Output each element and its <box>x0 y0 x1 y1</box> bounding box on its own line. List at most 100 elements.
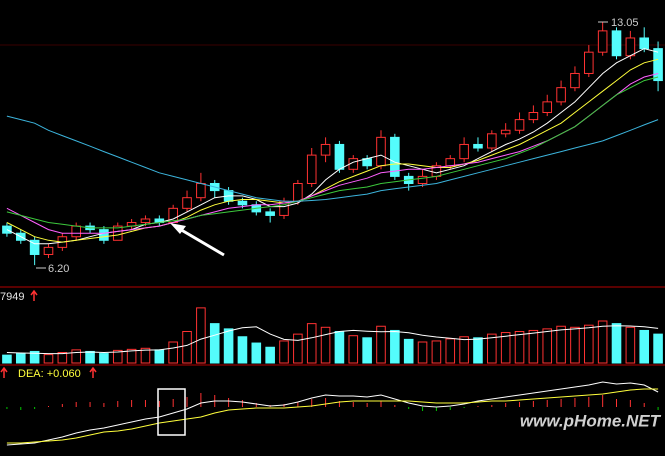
candle-body <box>514 119 525 131</box>
candle-body <box>528 112 539 121</box>
volume-bar <box>417 341 428 364</box>
volume-bar <box>251 342 262 364</box>
volume-bar <box>584 324 594 364</box>
candle-body <box>293 182 303 202</box>
candle-body <box>445 158 456 167</box>
candle-body <box>140 218 151 224</box>
indicator-line <box>6 381 659 446</box>
candle-body <box>417 175 428 184</box>
volume-bar <box>528 329 539 364</box>
candle-body <box>265 211 275 216</box>
volume-bar <box>293 333 303 364</box>
candle-body <box>334 143 345 170</box>
volume-bar <box>196 307 206 364</box>
volume-bar <box>223 328 234 364</box>
high-label: 13.05 <box>611 17 639 29</box>
volume-bar <box>320 326 331 364</box>
pointer-arrow <box>177 226 225 257</box>
up-arrow-icon <box>89 366 97 378</box>
volume-bar <box>126 348 137 364</box>
volume-bar <box>71 349 81 364</box>
candle-body <box>584 51 594 74</box>
candle-body <box>182 197 192 209</box>
candle-body <box>542 101 553 114</box>
volume-bar <box>112 349 123 364</box>
volume-bar <box>85 350 95 364</box>
volume-bar <box>611 323 622 364</box>
volume-bar <box>265 346 275 364</box>
indicator-line <box>6 115 659 202</box>
candle-body <box>570 72 580 89</box>
candle-body <box>625 37 636 57</box>
candle-body <box>306 154 317 184</box>
volume-bar <box>390 329 400 364</box>
candle-body <box>597 30 608 53</box>
volume-bar <box>445 338 456 364</box>
volume-bar <box>306 323 317 364</box>
indicator-line <box>6 76 659 229</box>
candle-body <box>653 48 663 82</box>
volume-bar <box>570 326 580 364</box>
volume-bar <box>29 350 40 364</box>
volume-bar <box>487 333 497 364</box>
volume-bar <box>653 333 663 364</box>
candle-body <box>500 129 511 135</box>
candle-body <box>556 87 566 103</box>
candle-body <box>473 143 483 149</box>
volume-bar <box>168 341 178 364</box>
marks <box>2 22 663 446</box>
low-label: 6.20 <box>48 263 69 275</box>
candle-body <box>487 133 497 149</box>
up-arrow-icon <box>0 366 8 378</box>
volume-bar <box>209 323 220 364</box>
indicator-line <box>6 388 659 444</box>
watermark: www.pHome.NET <box>520 411 662 430</box>
pointer-arrowhead <box>170 223 186 234</box>
candle-body <box>459 143 469 160</box>
volume-bar <box>597 320 608 364</box>
volume-bar <box>15 353 26 364</box>
volume-bar <box>57 352 68 364</box>
volume-bar <box>639 329 650 364</box>
candle-body <box>611 30 622 57</box>
candle-body <box>390 136 400 177</box>
candle-body <box>71 225 81 238</box>
candle-body <box>112 225 123 241</box>
volume-bar <box>43 354 54 364</box>
macd-label: DEA: +0.060 <box>18 368 81 380</box>
volume-bar <box>154 349 165 364</box>
candle-body <box>196 182 206 199</box>
volume-bar <box>99 353 109 364</box>
volume-bar <box>362 337 372 364</box>
up-arrow-icon <box>30 289 38 301</box>
candle-body <box>237 200 248 206</box>
highlight-box <box>157 388 186 436</box>
candle-body <box>320 143 331 156</box>
volume-bar <box>182 331 192 364</box>
volume-label: 7949 <box>0 291 24 303</box>
volume-bar <box>279 340 289 364</box>
volume-bar <box>625 326 636 364</box>
candle-body <box>376 136 386 167</box>
candle-body <box>99 229 109 241</box>
volume-bar <box>403 338 414 364</box>
volume-bar <box>237 336 248 364</box>
volume-bar <box>334 331 345 364</box>
candle-body <box>29 239 40 255</box>
indicator-line <box>6 325 659 355</box>
volume-bar <box>473 337 483 364</box>
volume-bar <box>556 325 566 364</box>
volume-bar <box>140 347 151 364</box>
indicator-line <box>6 58 659 243</box>
candle-body <box>43 246 54 255</box>
volume-bar <box>431 340 442 364</box>
candle-body <box>639 37 650 50</box>
volume-bar <box>2 354 12 364</box>
volume-bar <box>376 325 386 364</box>
volume-bar <box>514 331 525 364</box>
volume-bar <box>459 336 469 364</box>
volume-bar <box>348 335 359 364</box>
volume-bar <box>500 332 511 364</box>
